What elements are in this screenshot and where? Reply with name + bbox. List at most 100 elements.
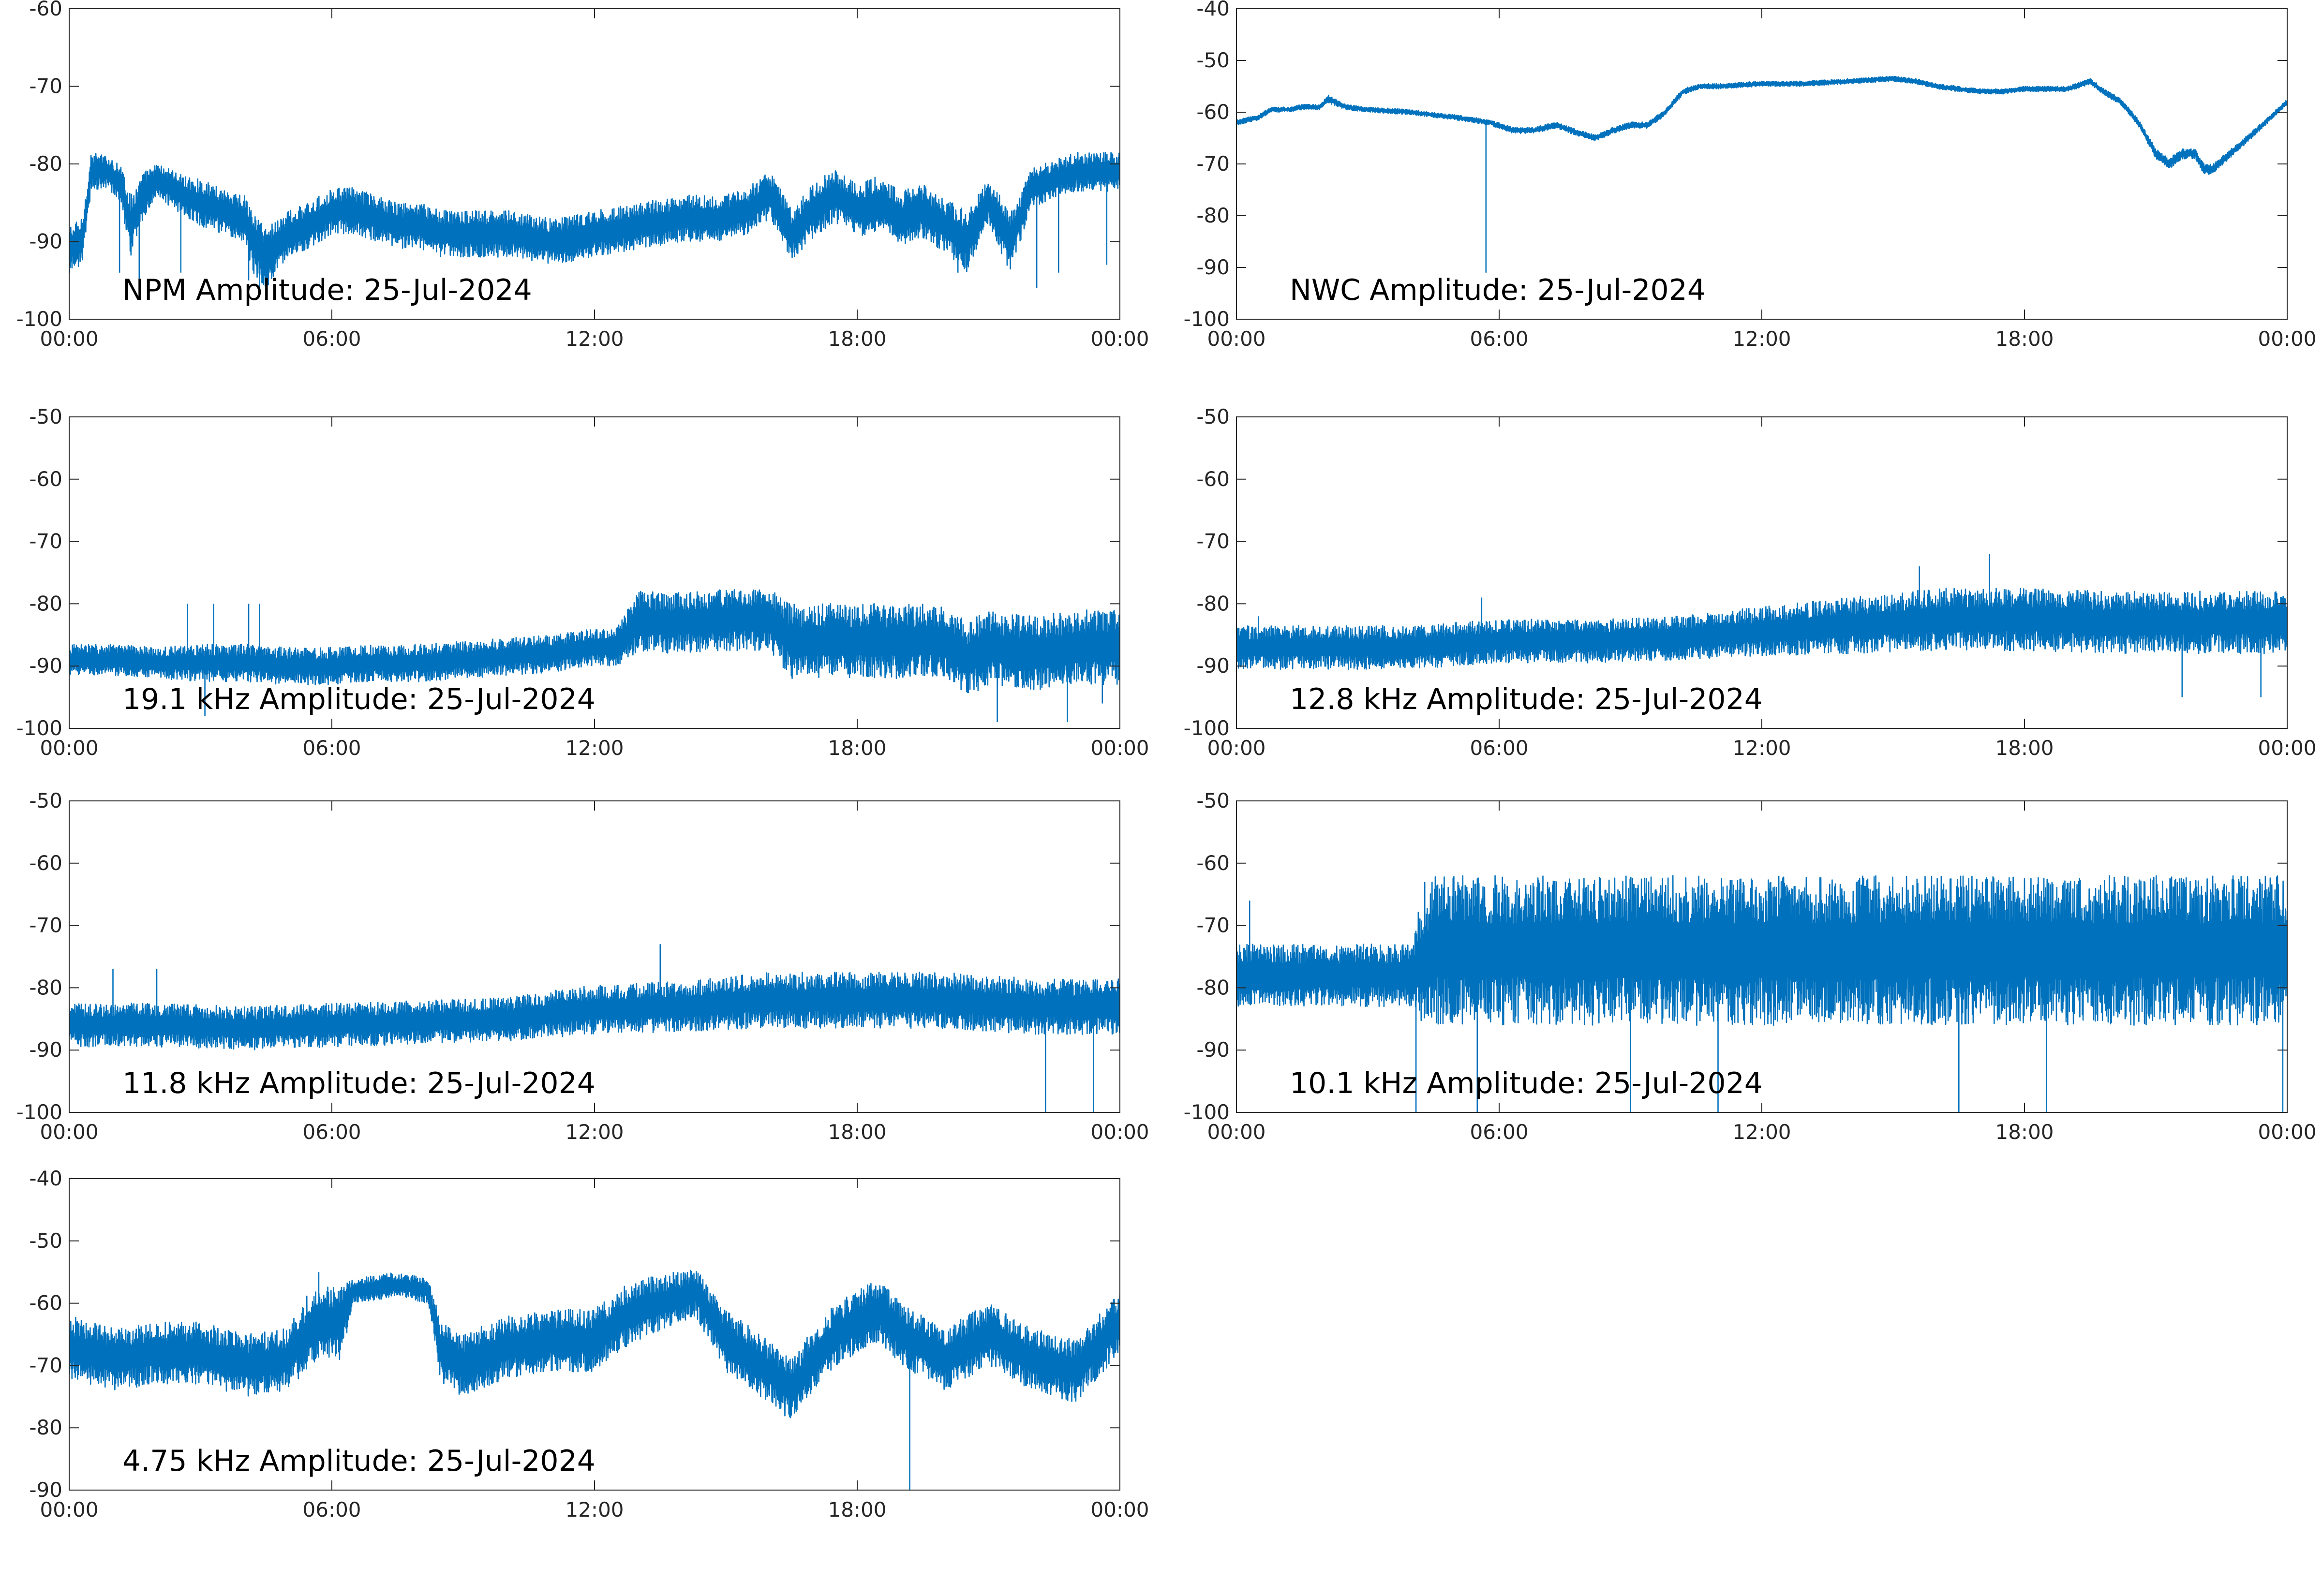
y-tick-label: -60: [29, 467, 62, 491]
x-tick-label: 06:00: [1470, 327, 1528, 351]
y-tick-label: -70: [29, 530, 62, 553]
y-tick-label: -100: [16, 307, 62, 331]
y-tick-label: -80: [1196, 975, 1230, 999]
y-tick-label: -50: [1196, 48, 1230, 72]
series-line: [69, 589, 1120, 723]
x-tick-label: 00:00: [1207, 736, 1265, 760]
panel-title: 10.1 kHz Amplitude: 25-Jul-2024: [1290, 1066, 1763, 1100]
y-tick-label: -90: [1196, 1038, 1230, 1062]
y-tick-label: -40: [29, 1167, 62, 1190]
panel-title: 4.75 kHz Amplitude: 25-Jul-2024: [122, 1444, 595, 1478]
series-line: [1236, 875, 2287, 1112]
x-tick-label: 06:00: [302, 327, 361, 351]
series-line: [69, 151, 1120, 288]
y-tick-label: -50: [1196, 789, 1230, 813]
x-tick-label: 00:00: [40, 736, 98, 760]
x-tick-label: 18:00: [1995, 327, 2054, 351]
y-tick-label: -80: [29, 152, 62, 176]
x-tick-label: 00:00: [1207, 327, 1265, 351]
y-tick-label: -60: [29, 0, 62, 20]
chart-panel-6: -100 -90 -80 -70 -60 -50 00:00 06:00 12:00 18:00 0…: [1184, 789, 2317, 1144]
y-tick-label: -80: [29, 975, 62, 999]
chart-panel-5: -100 -90 -80 -70 -60 -50 00:00 06:00 12:00 18:00 0…: [16, 789, 1149, 1144]
y-tick-label: -50: [29, 405, 62, 429]
y-tick-label: -80: [1196, 591, 1230, 615]
x-tick-label: 18:00: [828, 1120, 886, 1144]
x-tick-label: 06:00: [1470, 1120, 1528, 1144]
chart-panel-3: -100 -90 -80 -70 -60 -50 00:00 06:00 12:00 18:00 0…: [16, 405, 1149, 760]
x-tick-label: 00:00: [1090, 327, 1149, 351]
chart-panel-4: -100 -90 -80 -70 -60 -50 00:00 06:00 12:00 18:00 0…: [1184, 405, 2317, 760]
y-tick-label: -90: [29, 1038, 62, 1062]
x-tick-label: 06:00: [302, 736, 361, 760]
y-tick-label: -50: [1196, 405, 1230, 429]
series-line: [1236, 554, 2287, 697]
series-line: [69, 944, 1120, 1112]
y-tick-label: -100: [1184, 716, 1230, 740]
panel-title: 11.8 kHz Amplitude: 25-Jul-2024: [122, 1066, 595, 1100]
y-tick-label: -70: [1196, 530, 1230, 553]
x-tick-label: 12:00: [565, 327, 624, 351]
x-tick-label: 00:00: [2258, 1120, 2316, 1144]
x-tick-label: 00:00: [40, 327, 98, 351]
x-tick-label: 00:00: [40, 1120, 98, 1144]
y-tick-label: -100: [1184, 1100, 1230, 1124]
y-tick-label: -60: [1196, 467, 1230, 491]
y-tick-label: -50: [29, 789, 62, 813]
series-line: [69, 1270, 1120, 1490]
x-tick-label: 06:00: [1470, 736, 1528, 760]
x-tick-label: 00:00: [1090, 1498, 1149, 1522]
series-line: [1236, 75, 2287, 273]
y-tick-label: -80: [29, 1416, 62, 1439]
y-tick-label: -60: [1196, 100, 1230, 124]
y-tick-label: -80: [1196, 204, 1230, 227]
panel-title: NWC Amplitude: 25-Jul-2024: [1290, 273, 1706, 307]
y-tick-label: -90: [1196, 255, 1230, 279]
y-tick-label: -100: [16, 1100, 62, 1124]
panels-container: -100 -90 -80 -70 -60 00:00 06:00 12:00 18:00 00:0…: [16, 0, 2317, 1522]
y-tick-label: -40: [1196, 0, 1230, 20]
y-tick-label: -70: [29, 74, 62, 98]
x-tick-label: 00:00: [1090, 1120, 1149, 1144]
x-tick-label: 18:00: [1995, 736, 2054, 760]
panel-title: NPM Amplitude: 25-Jul-2024: [122, 273, 532, 307]
y-tick-label: -60: [29, 851, 62, 875]
x-tick-label: 12:00: [1732, 327, 1791, 351]
y-tick-label: -80: [29, 591, 62, 615]
y-tick-label: -60: [1196, 851, 1230, 875]
x-tick-label: 00:00: [40, 1498, 98, 1522]
x-tick-label: 00:00: [1207, 1120, 1265, 1144]
x-tick-label: 18:00: [828, 1498, 886, 1522]
x-tick-label: 12:00: [565, 1120, 624, 1144]
y-tick-label: -100: [16, 716, 62, 740]
y-tick-label: -70: [1196, 914, 1230, 937]
panel-title: 19.1 kHz Amplitude: 25-Jul-2024: [122, 682, 595, 716]
x-tick-label: 18:00: [1995, 1120, 2054, 1144]
y-tick-label: -100: [1184, 307, 1230, 331]
x-tick-label: 12:00: [1732, 1120, 1791, 1144]
chart-panel-2: -100 -90 -80 -70 -60 -50 -40 00:00 06:00 12:00 18:…: [1184, 0, 2317, 351]
x-tick-label: 00:00: [2258, 736, 2316, 760]
x-tick-label: 06:00: [302, 1498, 361, 1522]
y-tick-label: -70: [29, 1353, 62, 1377]
x-tick-label: 18:00: [828, 736, 886, 760]
x-tick-label: 12:00: [565, 1498, 624, 1522]
x-tick-label: 00:00: [2258, 327, 2316, 351]
chart-panel-1: -100 -90 -80 -70 -60 00:00 06:00 12:00 18:00 00:0…: [16, 0, 1149, 351]
y-tick-label: -60: [29, 1291, 62, 1315]
y-tick-label: -90: [29, 230, 62, 253]
panel-title: 12.8 kHz Amplitude: 25-Jul-2024: [1290, 682, 1763, 716]
y-tick-label: -70: [1196, 152, 1230, 176]
x-tick-label: 12:00: [1732, 736, 1791, 760]
x-tick-label: 12:00: [565, 736, 624, 760]
chart-panel-7: -90 -80 -70 -60 -50 -40 00:00 06:00 12:00 18:00 00…: [29, 1167, 1149, 1522]
y-tick-label: -90: [1196, 654, 1230, 678]
y-tick-label: -90: [29, 654, 62, 678]
y-tick-label: -70: [29, 914, 62, 937]
x-tick-label: 00:00: [1090, 736, 1149, 760]
y-tick-label: -90: [29, 1478, 62, 1502]
x-tick-label: 18:00: [828, 327, 886, 351]
x-tick-label: 06:00: [302, 1120, 361, 1144]
